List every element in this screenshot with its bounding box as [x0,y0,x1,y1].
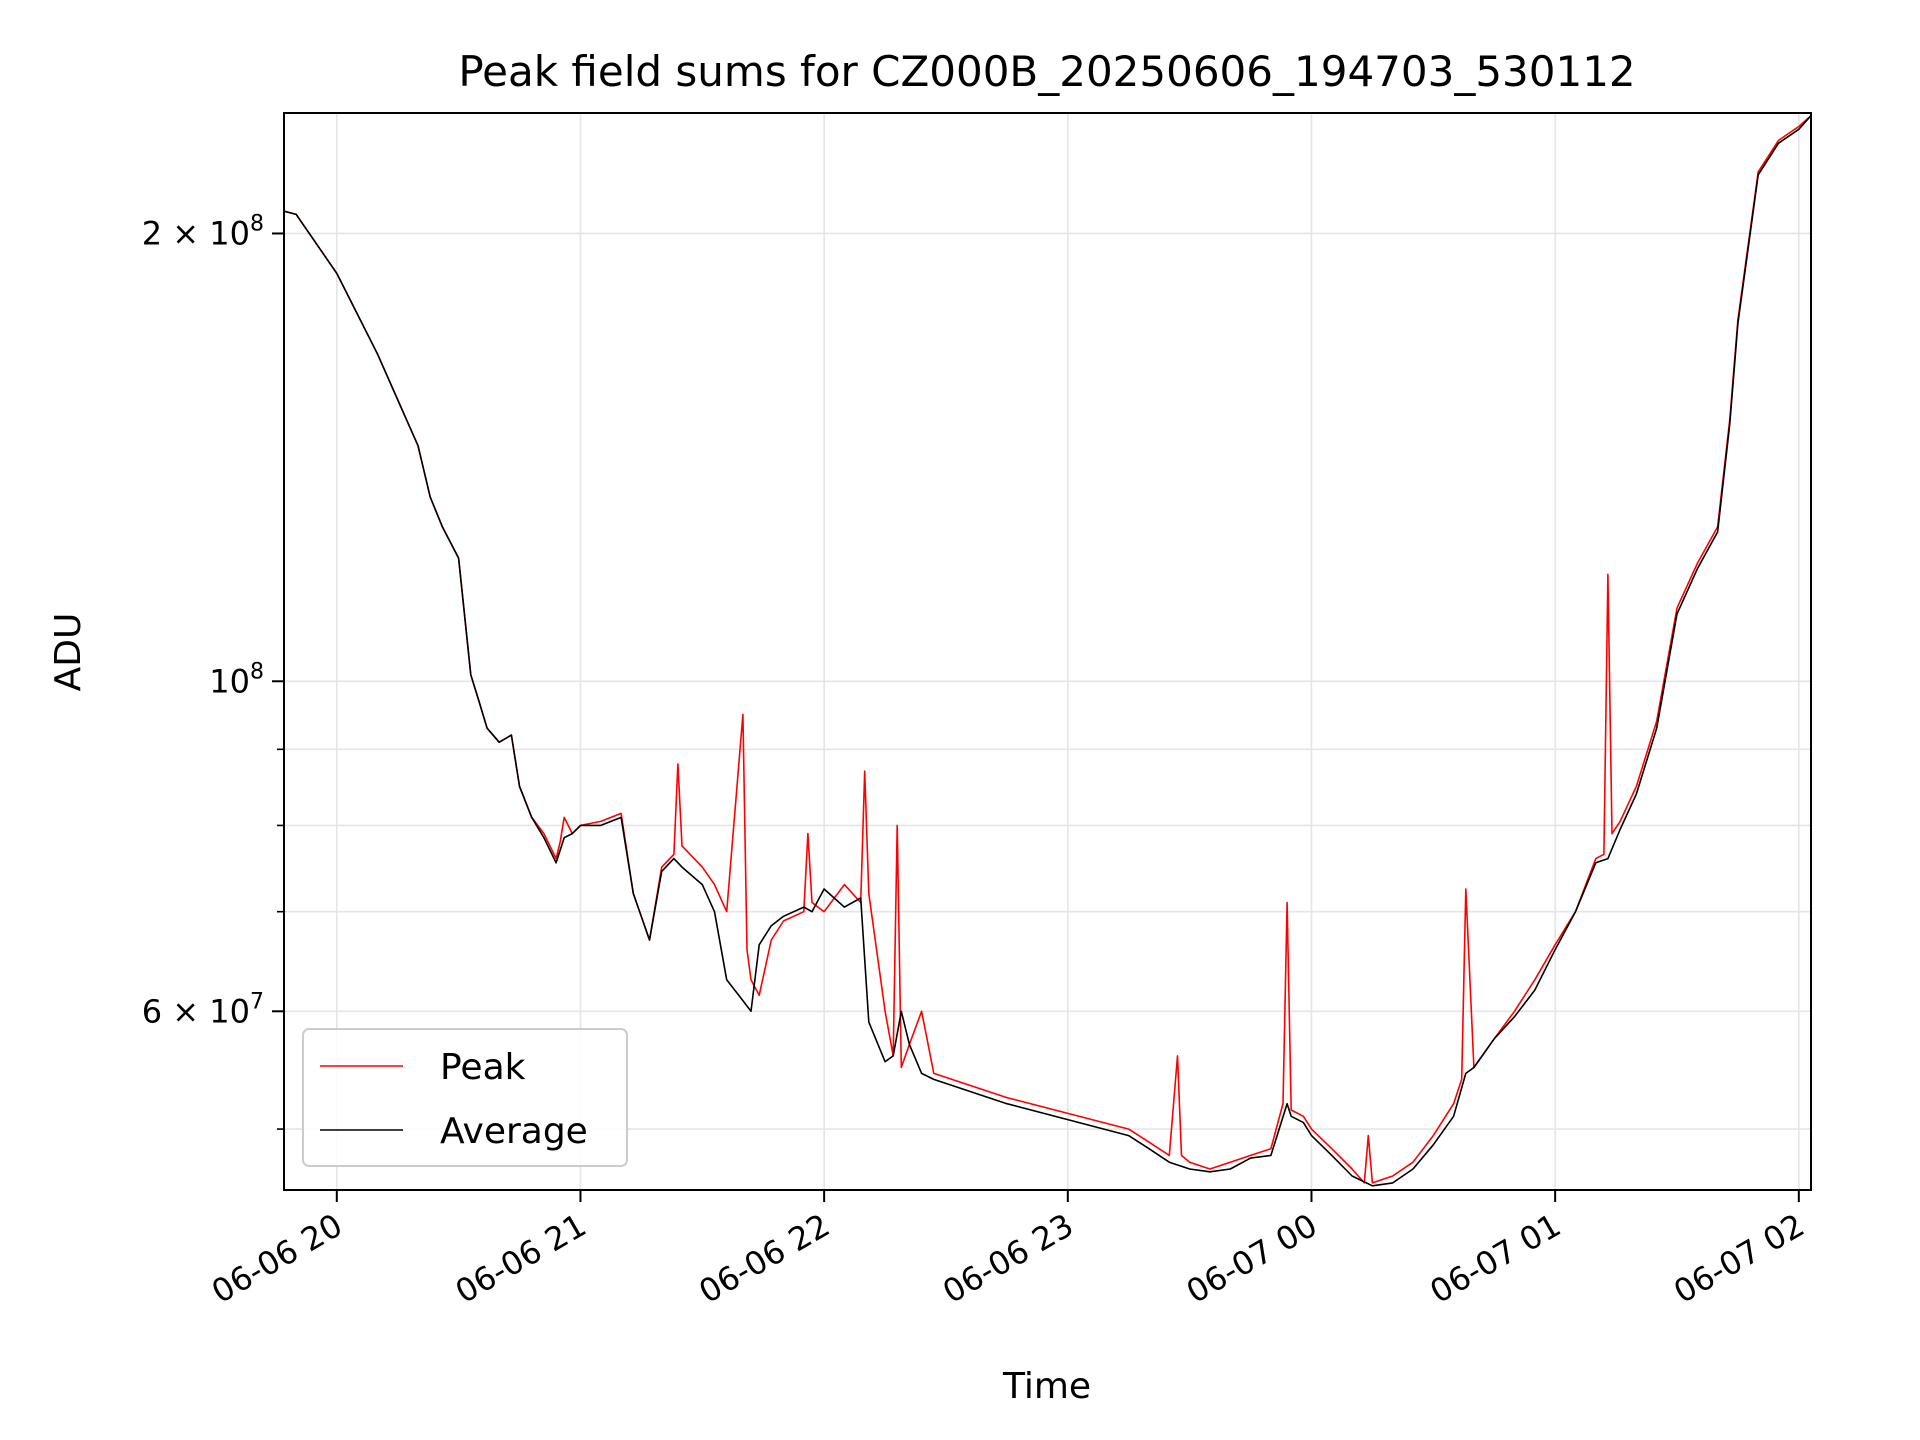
y-tick-label: 6 × 107 [142,989,264,1030]
y-tick-label: 108 [209,659,264,700]
plot-frame [283,112,1812,1191]
legend: Peak Average [302,1028,628,1167]
x-axis-label: Time [1002,1366,1091,1407]
legend-box [302,1028,628,1167]
legend-average-label: Average [440,1111,588,1152]
y-tick-label: 2 × 108 [142,211,264,252]
y-axis-ticks: 6 × 107 108 2 × 108 [142,211,284,1130]
y-axis-label: ADU [48,613,89,692]
plot-lines [284,115,1811,1187]
chart-title: Peak field sums for CZ000B_20250606_1947… [458,47,1635,96]
series-line-average [284,115,1811,1187]
series-line-peak [284,115,1811,1184]
legend-peak-label: Peak [440,1047,526,1088]
